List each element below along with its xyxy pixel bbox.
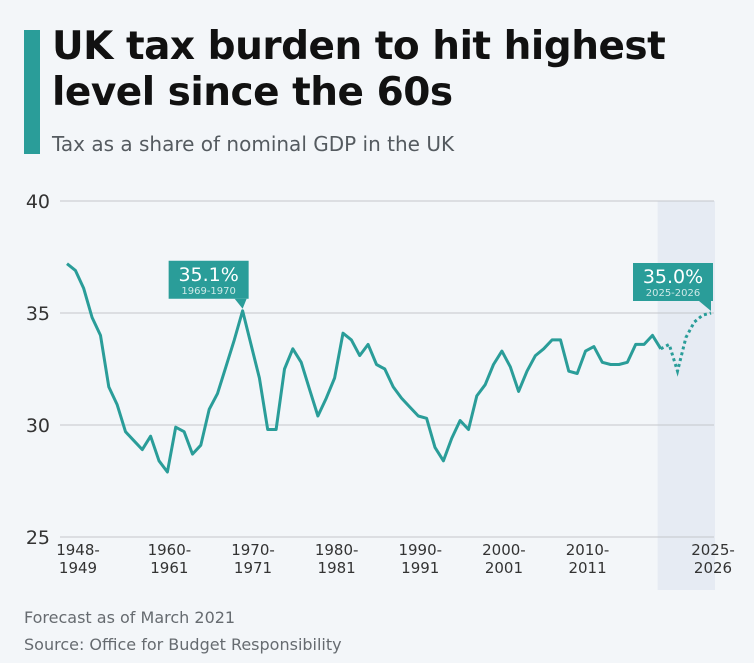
x-tick-label: 1990- (398, 541, 442, 559)
source-note: Source: Office for Budget Responsibility (24, 635, 342, 654)
x-tick-label: 2025- (691, 541, 735, 559)
annotation-box (168, 260, 249, 299)
annotation-period: 1969-1970 (181, 286, 236, 297)
forecast-note: Forecast as of March 2021 (24, 608, 236, 627)
series-line-actual (66, 262, 663, 474)
line-chart: 25 30 35 40 1948-1949 1960-1961 1970-1971 1980-… (26, 191, 735, 590)
forecast-region (657, 201, 715, 590)
title-accent-bar (24, 30, 40, 154)
x-tick-label: 2000- (482, 541, 526, 559)
x-tick-label: 2001 (485, 559, 523, 577)
x-tick-label: 1971 (234, 559, 272, 577)
annotation-value: 35.1% (178, 264, 238, 286)
x-tick-label: 1949 (59, 559, 97, 577)
x-tick-label: 1960- (148, 541, 192, 559)
x-tick-label: 1980- (315, 541, 359, 559)
x-tick-label: 1961 (150, 559, 188, 577)
annotation-pointer (234, 298, 247, 309)
annotation-value: 35.0% (643, 266, 703, 288)
x-tick-label: 1970- (231, 541, 275, 559)
chart-subtitle: Tax as a share of nominal GDP in the UK (52, 132, 455, 156)
x-tick-label: 2010- (566, 541, 610, 559)
x-tick-label: 1981 (318, 559, 356, 577)
x-tick-label: 2026 (694, 559, 732, 577)
x-tick-label: 1991 (401, 559, 439, 577)
chart-title: UK tax burden to hit highest level since… (52, 24, 666, 115)
y-tick-label: 35 (26, 303, 50, 325)
x-tick-label: 1948- (56, 541, 100, 559)
x-tick-label: 2011 (568, 559, 606, 577)
y-tick-label: 40 (26, 191, 50, 213)
y-tick-label: 30 (26, 415, 50, 437)
annotation-box (633, 263, 713, 301)
y-tick-label: 25 (26, 527, 50, 549)
annotation-period: 2025-2026 (646, 288, 701, 299)
series-line-forecast (660, 311, 712, 377)
annotation-pointer (699, 301, 711, 311)
